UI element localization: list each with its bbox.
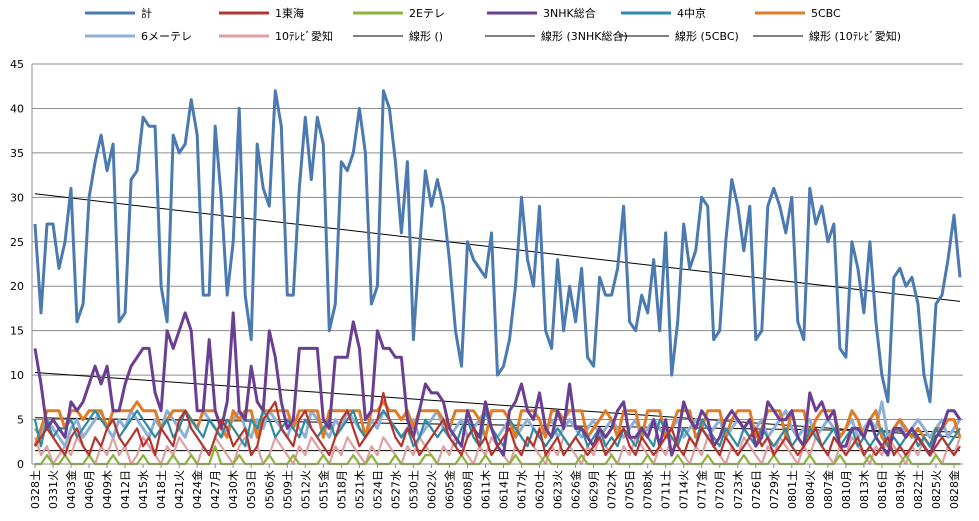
x-tick-label: 0328土 — [29, 470, 42, 509]
x-tick-label: 0801土 — [786, 470, 799, 509]
legend-label: 10ﾃﾚﾋﾞ愛知 — [275, 29, 333, 43]
legend-label: 計 — [141, 6, 152, 20]
x-tick-label: 0611木 — [479, 470, 492, 509]
x-tick-label: 0527水 — [389, 470, 402, 509]
x-tick-label: 0617水 — [516, 470, 529, 509]
x-tick-label: 0810月 — [840, 470, 853, 509]
y-tick-label: 40 — [10, 102, 24, 115]
x-tick-label: 0524日 — [371, 470, 384, 509]
x-tick-label: 0714火 — [678, 470, 691, 509]
x-tick-label: 0729水 — [768, 470, 781, 509]
legend-label: 5CBC — [811, 7, 841, 20]
x-tick-label: 0512火 — [299, 470, 312, 509]
x-tick-label: 0506水 — [263, 470, 276, 509]
legend-label: 線形 (3NHK総合) — [541, 29, 628, 43]
x-tick-label: 0825火 — [930, 470, 943, 509]
x-tick-label: 0424金 — [190, 470, 204, 509]
x-tick-label: 0418土 — [155, 470, 168, 509]
x-tick-label: 0623火 — [552, 470, 565, 509]
x-tick-label: 0605金 — [442, 470, 456, 509]
x-tick-label: 0412日 — [119, 470, 132, 509]
x-tick-label: 0430木 — [227, 470, 240, 509]
x-tick-label: 0807金 — [821, 470, 835, 509]
chart-axes: 0 5 10 15 20 25 30 35 40 45 0328土 0331火 0403金 0406月 04… — [10, 58, 963, 509]
x-tick-label: 0726日 — [750, 470, 763, 509]
y-tick-label: 0 — [17, 458, 24, 471]
x-tick-label: 0723木 — [732, 470, 745, 509]
x-tick-label: 0515金 — [316, 470, 330, 509]
x-tick-label: 0813木 — [858, 470, 871, 509]
x-tick-label: 0620土 — [534, 470, 547, 509]
y-tick-label: 45 — [10, 58, 24, 71]
x-tick-label: 0804火 — [804, 470, 817, 509]
y-tick-label: 20 — [10, 280, 24, 293]
x-tick-label: 0602火 — [425, 470, 438, 509]
series-line — [33, 311, 962, 457]
x-tick-label: 0711土 — [660, 470, 673, 509]
x-tick-label: 0406月 — [83, 470, 96, 509]
legend-label: 線形 () — [409, 29, 443, 43]
x-tick-label: 0509土 — [281, 470, 294, 509]
legend-label: 線形 (10ﾃﾚﾋﾞ愛知) — [809, 29, 901, 43]
legend-label: 4中京 — [677, 6, 706, 20]
x-tick-label: 0705日 — [624, 470, 637, 509]
legend-label: 6メーテレ — [141, 30, 192, 43]
x-tick-label: 0521木 — [353, 470, 366, 509]
chart-series — [33, 89, 962, 466]
x-tick-label: 0530土 — [407, 470, 420, 509]
chart-legend: 計 1東海 2Eテレ 3NHK総合 4中京 5CBC 6メーテレ 10ﾃﾚﾋﾞ愛知 線形 () 線… — [85, 6, 901, 43]
x-tick-label: 0708水 — [642, 470, 655, 509]
y-tick-label: 10 — [10, 369, 24, 382]
x-tick-label: 0702木 — [606, 470, 619, 509]
y-tick-label: 5 — [17, 414, 24, 427]
x-tick-label: 0717金 — [695, 470, 709, 509]
y-tick-label: 25 — [10, 236, 24, 249]
x-tick-label: 0415水 — [137, 470, 150, 509]
y-tick-label: 35 — [10, 147, 24, 160]
legend-label: 1東海 — [275, 6, 304, 20]
legend-label: 2Eテレ — [409, 7, 445, 20]
x-tick-label: 0626金 — [569, 470, 583, 509]
x-tick-label: 0629月 — [588, 470, 601, 509]
x-tick-label: 0409木 — [101, 470, 114, 509]
x-tick-label: 0720月 — [714, 470, 727, 509]
y-tick-label: 15 — [10, 325, 24, 338]
legend-label: 3NHK総合 — [543, 6, 596, 20]
series-line — [34, 391, 961, 457]
x-tick-label: 0614日 — [498, 470, 511, 509]
x-tick-label: 0816日 — [876, 470, 889, 509]
x-tick-label: 0819水 — [894, 470, 907, 509]
legend-label: 線形 (5CBC) — [675, 29, 739, 43]
x-tick-label: 0503日 — [245, 470, 258, 509]
x-tick-label: 0828金 — [947, 470, 961, 509]
x-tick-label: 0331火 — [47, 470, 60, 509]
x-tick-label: 0427月 — [209, 470, 222, 509]
x-tick-label: 0403金 — [64, 470, 78, 509]
x-tick-label: 0608月 — [461, 470, 474, 509]
x-tick-label: 0822土 — [912, 470, 925, 509]
y-tick-label: 30 — [10, 191, 24, 204]
x-tick-label: 0421火 — [173, 470, 186, 509]
x-tick-label: 0518月 — [335, 470, 348, 509]
series-line — [33, 89, 962, 404]
